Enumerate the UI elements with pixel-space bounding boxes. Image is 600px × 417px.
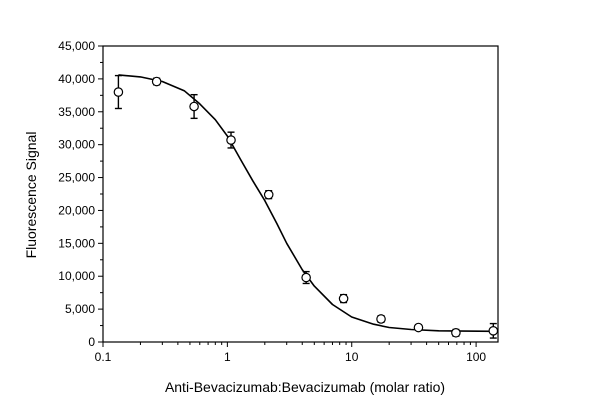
data-point — [301, 270, 311, 285]
marker-circle — [338, 293, 349, 304]
plot-border — [102, 45, 499, 343]
fit-curve — [118, 74, 494, 333]
data-point — [338, 293, 349, 304]
marker-circle — [151, 76, 162, 87]
x-tick-label: 10 — [345, 350, 359, 364]
data-point — [451, 327, 461, 338]
fit-line — [118, 74, 494, 333]
marker-circle — [488, 326, 499, 336]
x-axis-title: Anti-Bevacizumab:Bevacizumab (molar rati… — [165, 379, 445, 395]
y-tick-label: 25,000 — [58, 171, 95, 185]
data-point — [189, 93, 199, 120]
data-point — [113, 74, 124, 110]
y-axis: 0 5,000 10,000 15,000 20,000 25,000 30,000 35,0… — [58, 39, 103, 349]
data-point — [488, 322, 499, 339]
x-tick-label: 100 — [466, 350, 486, 364]
data-point — [376, 314, 386, 324]
y-tick-label: 45,000 — [58, 39, 95, 53]
marker-circle — [301, 272, 311, 283]
marker-circle — [451, 327, 461, 338]
marker-circle — [226, 135, 236, 145]
y-tick-label: 20,000 — [58, 203, 95, 217]
y-tick-label: 30,000 — [58, 138, 95, 152]
marker-circle — [113, 87, 124, 97]
y-tick-label: 15,000 — [58, 236, 95, 250]
marker-circle — [413, 322, 424, 333]
data-point — [151, 76, 162, 87]
y-tick-label: 35,000 — [58, 105, 95, 119]
data-point — [263, 189, 274, 200]
marker-circle — [263, 189, 274, 200]
x-axis: 0.1 1 10 100 — [95, 342, 486, 364]
y-tick-label: 0 — [88, 335, 95, 349]
y-tick-label: 40,000 — [58, 72, 95, 86]
data-point — [413, 322, 424, 333]
marker-circle — [376, 314, 386, 324]
plot-frame — [102, 45, 499, 343]
y-tick-label: 10,000 — [58, 269, 95, 283]
y-axis-title: Fluorescence Signal — [23, 132, 39, 259]
data-point — [226, 131, 236, 149]
marker-circle — [189, 101, 199, 112]
x-tick-label: 0.1 — [95, 350, 112, 364]
x-tick-label: 1 — [224, 350, 231, 364]
y-tick-label: 5,000 — [65, 302, 95, 316]
data-points — [113, 74, 499, 339]
